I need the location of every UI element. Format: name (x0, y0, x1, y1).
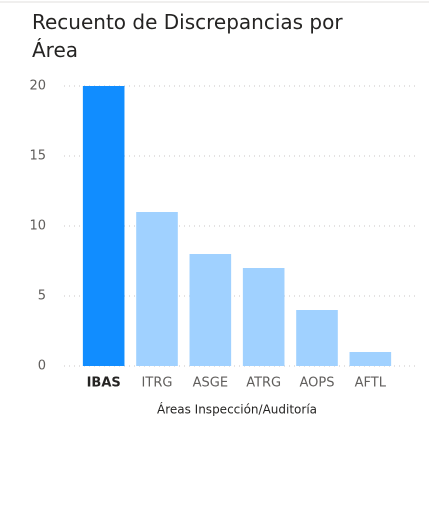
x-axis-label: Áreas Inspección/Auditoría (157, 402, 317, 417)
y-tick-label: 20 (29, 79, 46, 94)
bar (296, 310, 338, 366)
x-tick-label: AFTL (355, 376, 387, 391)
y-tick-label: 15 (29, 149, 46, 164)
bar (136, 212, 178, 366)
x-tick-label: ATRG (246, 376, 281, 391)
x-tick-label: AOPS (300, 376, 335, 391)
chart-title: Recuento de Discrepancias por Área (32, 10, 343, 62)
bar (189, 254, 232, 366)
x-tick-label: ASGE (193, 376, 228, 391)
bar (349, 352, 392, 366)
x-tick-label: ITRG (142, 376, 173, 391)
bar (242, 268, 285, 366)
x-tick-label: IBAS (87, 376, 121, 391)
bar (82, 86, 125, 366)
y-tick-label: 5 (38, 289, 46, 304)
y-tick-label: 0 (38, 359, 46, 374)
y-tick-label: 10 (29, 219, 46, 234)
